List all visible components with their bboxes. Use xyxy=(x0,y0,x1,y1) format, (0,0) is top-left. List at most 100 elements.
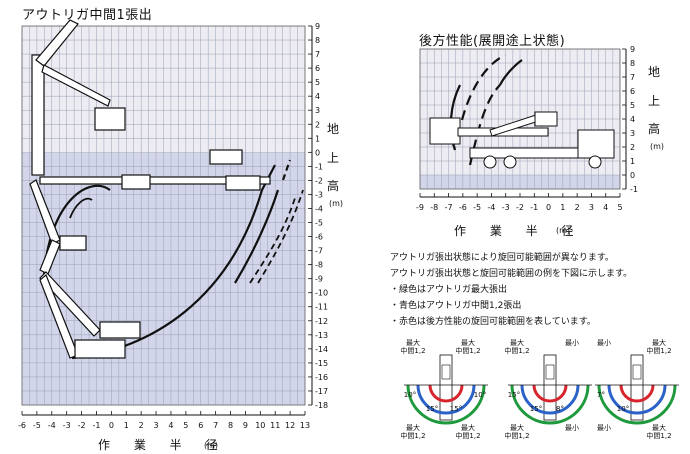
right-y-tick: 6 xyxy=(630,87,635,96)
bucket-low-right xyxy=(99,321,141,339)
note-line-2: アウトリガ張出状態と旋回可能範囲の例を下図に示します。 xyxy=(390,269,633,279)
left-crane-boom xyxy=(29,19,271,359)
outrigger-label: 中間1,2 xyxy=(400,346,425,355)
left-x-tick: 8 xyxy=(228,421,233,430)
left-y-tick: -10 xyxy=(315,289,328,298)
left-y-tick: -1 xyxy=(315,162,323,171)
right-x-tick: 4 xyxy=(603,203,608,212)
envelope-dashed-3 xyxy=(257,189,304,284)
left-y-ticks: 9 8 7 6 5 4 3 2 1 0 -1 -2 -3 -4 -5 -6 -7 -8 -9 -10 -11 -12 -13… xyxy=(308,22,328,410)
left-y-tick: -6 xyxy=(315,233,323,242)
outrigger-label: 最小 xyxy=(597,423,611,432)
left-y-tick: -11 xyxy=(315,303,328,312)
note-line-5: ・赤色は後方性能の旋回可能範囲を表しています。 xyxy=(390,317,596,327)
envelope-dashed-2 xyxy=(249,194,297,284)
truck-wheel-3 xyxy=(588,155,602,169)
bucket-upper xyxy=(94,107,126,131)
left-x-tick: 6 xyxy=(198,421,203,430)
right-x-tick: -8 xyxy=(430,203,438,212)
right-x-tick: -9 xyxy=(416,203,424,212)
right-y-ticks: 9 8 7 6 5 4 3 2 1 0 -1 xyxy=(622,45,638,194)
left-x-label: 作 業 半 径 xyxy=(98,438,228,452)
left-y-tick: -15 xyxy=(315,359,328,368)
angle-label: 15° xyxy=(508,391,520,399)
right-x-tick: 2 xyxy=(575,203,580,212)
left-y-tick: -5 xyxy=(315,219,323,228)
outrigger-label: 中間1,2 xyxy=(646,346,671,355)
horizontal-boom xyxy=(39,176,271,185)
envelope-dashed-1 xyxy=(281,159,292,181)
right-y-tick: 8 xyxy=(630,59,635,68)
left-y-tick: -16 xyxy=(315,373,328,382)
left-y-tick: 3 xyxy=(315,106,320,115)
left-x-tick: 3 xyxy=(154,421,159,430)
outrigger-label: 最小 xyxy=(597,338,611,347)
right-dashed-arc-1 xyxy=(460,54,506,121)
right-x-tick: -7 xyxy=(445,203,453,212)
right-x-tick: -3 xyxy=(502,203,510,212)
bucket-right xyxy=(225,175,261,191)
left-chart-title: アウトリガ中間1張出 xyxy=(22,8,153,23)
angle-label: 8° xyxy=(556,405,564,413)
note-line-3: ・緑色はアウトリガ最大張出 xyxy=(390,285,508,295)
vertical-boom xyxy=(31,54,45,176)
angle-label: 10° xyxy=(617,405,629,413)
truck-bucket xyxy=(429,117,461,145)
left-y-tick: -4 xyxy=(315,204,323,213)
bucket-bottom xyxy=(74,339,126,359)
outrigger-label: 中間1,2 xyxy=(646,431,671,440)
envelope-right-curve xyxy=(234,189,280,284)
angle-label: 7° xyxy=(597,391,605,399)
left-x-tick: 10 xyxy=(255,421,265,430)
right-x-tick: 0 xyxy=(546,203,551,212)
right-y-unit: (m) xyxy=(650,142,665,151)
left-y-tick: 9 xyxy=(315,22,320,31)
left-x-tick: -5 xyxy=(33,421,41,430)
outrigger-label: 最大 xyxy=(510,423,524,432)
right-dashed-arc-2 xyxy=(468,84,501,166)
outrigger-label: 最小 xyxy=(565,423,579,432)
note-line-1: アウトリガ張出状態により旋回可能範囲が異なります。 xyxy=(390,253,614,263)
envelope-small-curve xyxy=(69,197,93,219)
right-y-tick: 4 xyxy=(630,115,635,124)
left-y-tick: 4 xyxy=(315,92,320,101)
left-y-tick: -9 xyxy=(315,275,323,284)
right-y-tick: 5 xyxy=(630,101,635,110)
left-y-tick: -17 xyxy=(315,387,328,396)
outrigger-label: 中間1,2 xyxy=(400,431,425,440)
right-x-unit: (m) xyxy=(556,226,571,235)
outrigger-label: 最大 xyxy=(652,423,666,432)
outrigger-label: 最大 xyxy=(406,338,420,347)
upper-boom xyxy=(35,19,79,67)
left-y-tick: -8 xyxy=(315,261,323,270)
left-x-tick: 11 xyxy=(270,421,280,430)
lower-boom-c xyxy=(39,271,101,337)
bucket-mid xyxy=(121,174,151,190)
right-x-label: 作 業 半 径 xyxy=(454,224,584,238)
right-x-tick: -4 xyxy=(487,203,495,212)
truck-cab xyxy=(577,129,615,159)
left-y-tick: 0 xyxy=(315,148,320,157)
left-x-unit: (m) xyxy=(204,441,219,450)
left-x-tick: 9 xyxy=(243,421,248,430)
note-line-4: ・青色はアウトリガ中間1,2張出 xyxy=(390,301,522,311)
lower-boom-d xyxy=(39,274,79,359)
angle-label: 15° xyxy=(530,405,542,413)
outrigger-label: 最大 xyxy=(652,338,666,347)
left-x-tick: -3 xyxy=(63,421,71,430)
outrigger-label: 最大 xyxy=(461,423,475,432)
left-x-tick: 0 xyxy=(109,421,114,430)
outrigger-label: 中間1,2 xyxy=(455,431,480,440)
bucket-low-left xyxy=(59,235,87,251)
right-chart-title: 後方性能(展開途上状態) xyxy=(419,34,566,49)
notes-block: アウトリガ張出状態により旋回可能範囲が異なります。 アウトリガ張出状態と旋回可能… xyxy=(390,250,632,330)
left-y-label-2: 上 xyxy=(327,151,340,165)
left-y-tick: 8 xyxy=(315,36,320,45)
right-y-tick: 0 xyxy=(630,171,635,180)
right-y-tick: 1 xyxy=(630,157,635,166)
left-y-tick: -7 xyxy=(315,247,323,256)
left-y-tick: -13 xyxy=(315,331,328,340)
